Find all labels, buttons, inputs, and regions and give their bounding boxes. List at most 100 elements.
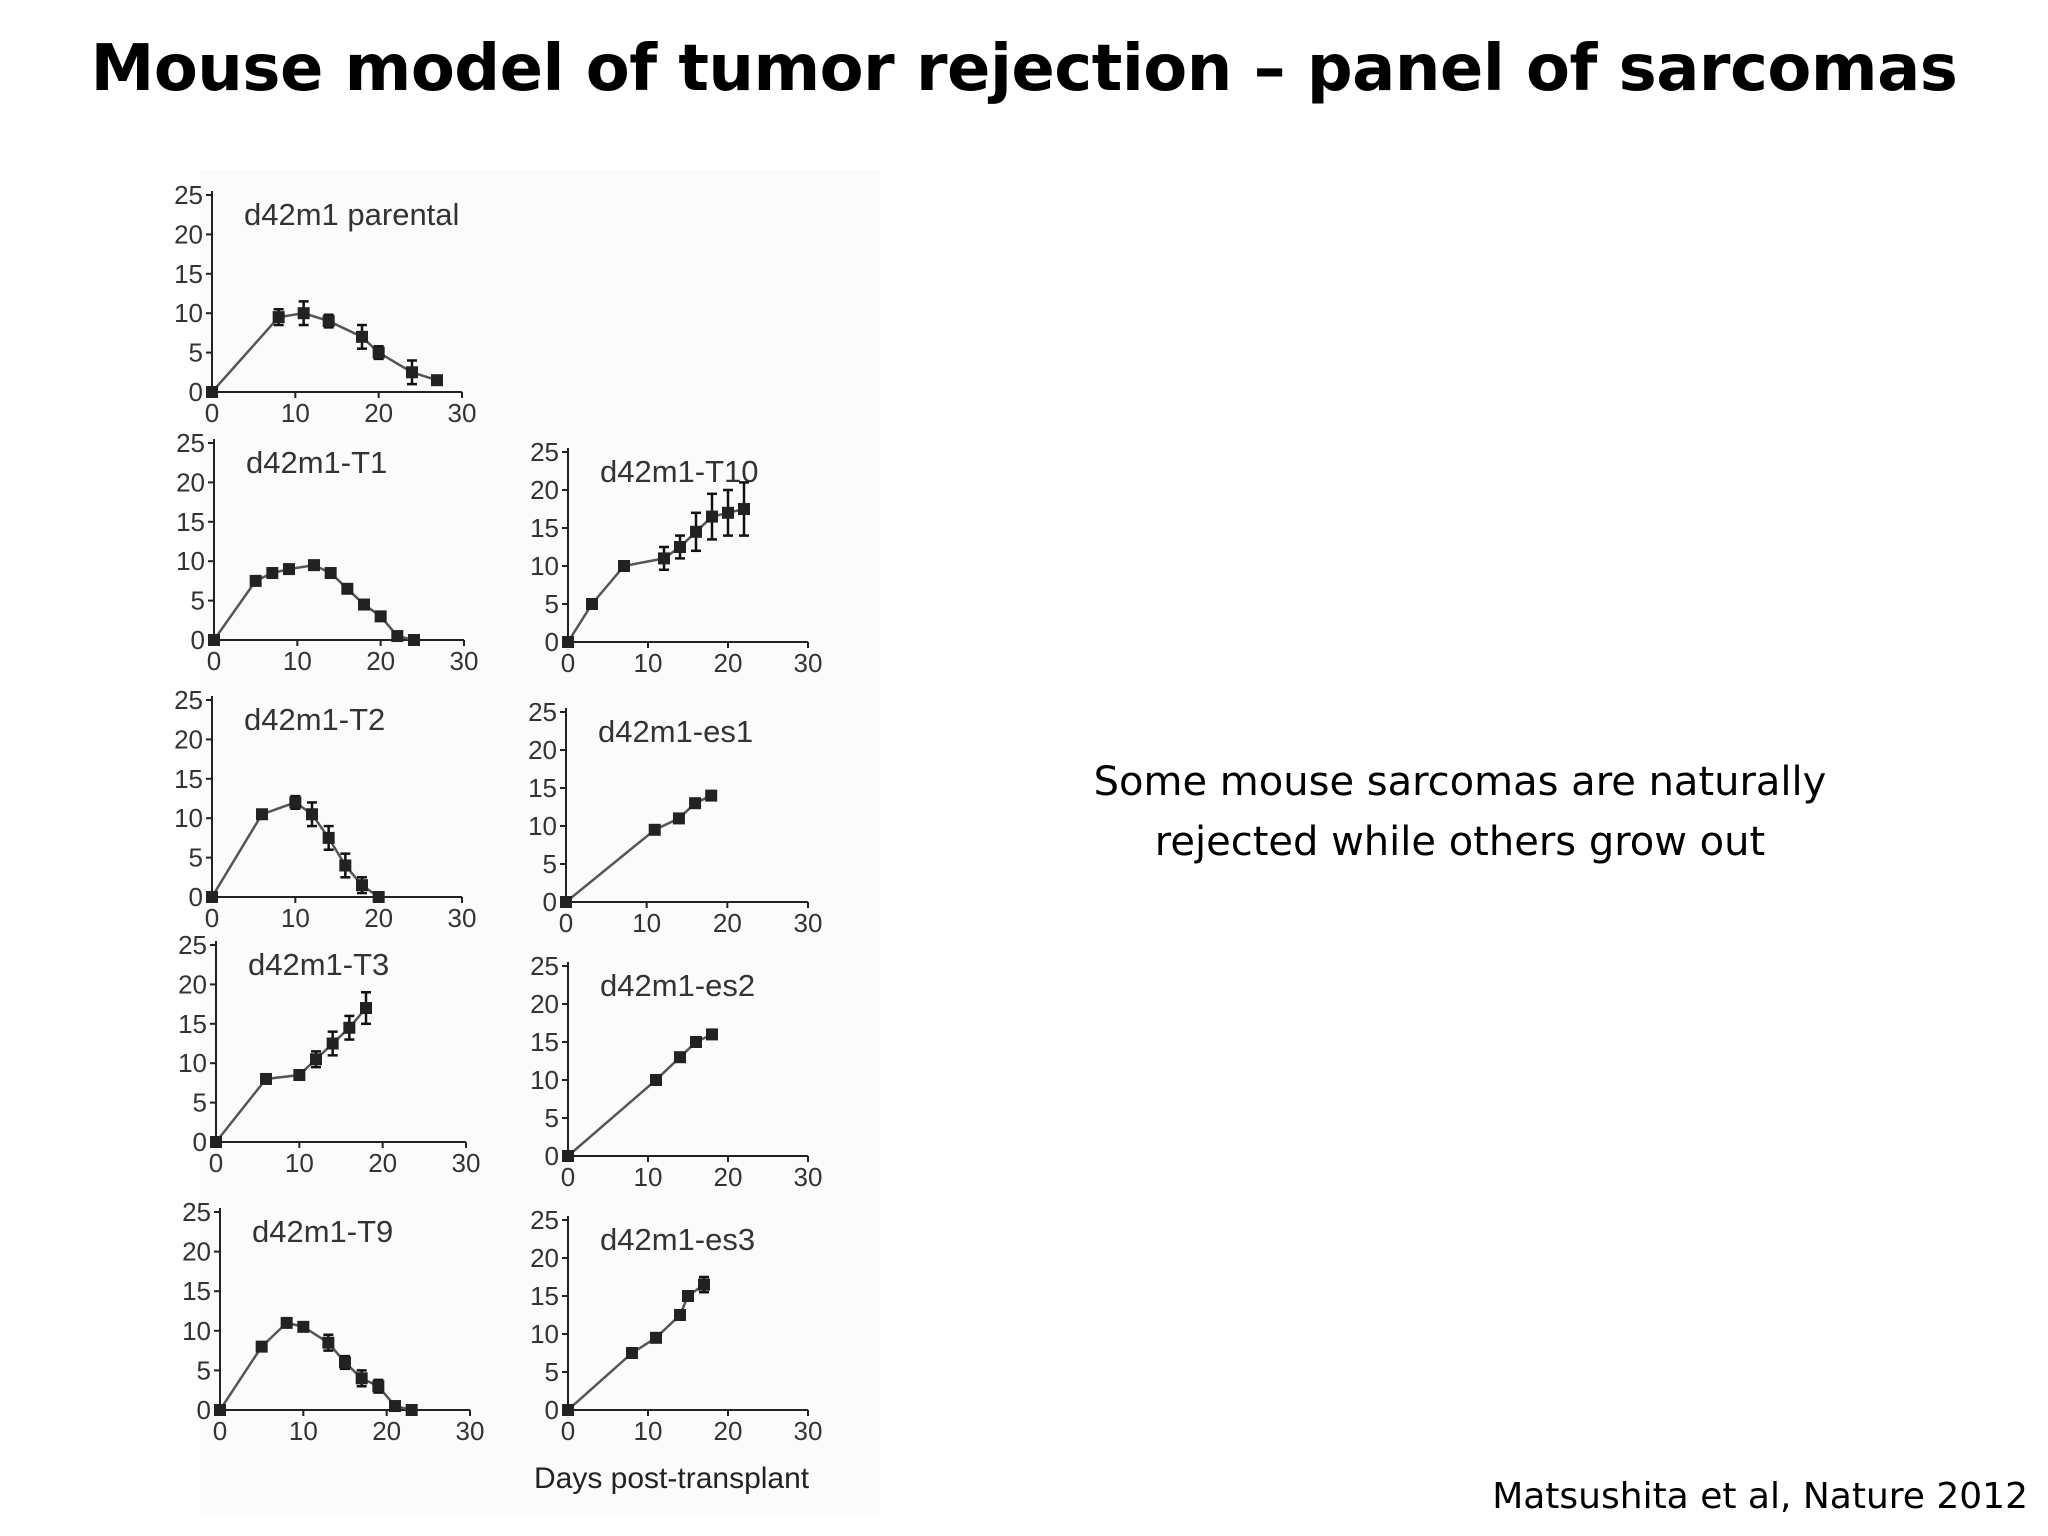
y-tick-label: 15 xyxy=(530,1281,559,1311)
series-line xyxy=(210,801,380,899)
y-tick-label: 0 xyxy=(197,1395,211,1425)
y-tick-label: 0 xyxy=(189,377,203,407)
y-tick-label: 20 xyxy=(176,467,205,497)
y-tick-label: 25 xyxy=(182,1197,211,1227)
x-tick-label: 0 xyxy=(561,1416,575,1446)
panel-title: d42m1-es1 xyxy=(598,714,753,749)
x-tick-label: 0 xyxy=(207,646,221,676)
data-point xyxy=(341,582,354,595)
x-tick-label: 0 xyxy=(205,398,219,428)
data-point xyxy=(208,634,220,646)
data-point xyxy=(343,1021,356,1034)
y-tick-label: 25 xyxy=(530,437,559,467)
data-point xyxy=(431,374,443,387)
data-point xyxy=(306,808,318,821)
data-point xyxy=(210,1136,222,1148)
y-tick-label: 20 xyxy=(528,735,557,765)
y-tick-label: 25 xyxy=(174,685,203,715)
data-point xyxy=(690,1036,702,1048)
y-tick-label: 15 xyxy=(530,513,559,543)
y-tick-label: 10 xyxy=(530,551,559,581)
y-tick-label: 20 xyxy=(530,1243,559,1273)
y-tick-label: 10 xyxy=(528,811,557,841)
data-point xyxy=(674,541,686,553)
x-tick-label: 20 xyxy=(714,1162,743,1192)
x-tick-label: 10 xyxy=(634,648,663,678)
data-point xyxy=(586,598,598,610)
slide-note: Some mouse sarcomas are naturally reject… xyxy=(1093,759,1827,865)
y-tick-label: 5 xyxy=(191,586,205,616)
y-tick-label: 25 xyxy=(530,951,559,981)
data-point xyxy=(650,1074,662,1086)
panel-title: d42m1-T3 xyxy=(248,947,389,982)
data-point xyxy=(626,1347,638,1359)
x-tick-label: 0 xyxy=(559,908,573,938)
y-tick-label: 15 xyxy=(174,259,203,289)
y-tick-label: 10 xyxy=(174,298,203,328)
data-point xyxy=(406,366,418,379)
data-point xyxy=(289,796,302,809)
y-tick-label: 15 xyxy=(174,764,203,794)
x-tick-label: 30 xyxy=(456,1416,485,1446)
y-tick-label: 0 xyxy=(193,1127,207,1157)
data-point xyxy=(738,503,750,515)
x-axis-label: Days post-transplant xyxy=(534,1462,810,1495)
data-point xyxy=(356,879,368,892)
data-point xyxy=(206,386,218,398)
data-point xyxy=(360,1002,372,1015)
data-point xyxy=(356,330,368,343)
data-point xyxy=(308,559,320,572)
y-tick-label: 5 xyxy=(189,843,203,873)
data-point xyxy=(706,510,718,523)
y-tick-label: 10 xyxy=(530,1065,559,1095)
x-tick-label: 10 xyxy=(289,1416,318,1446)
data-point xyxy=(372,1380,385,1393)
panel-title: d42m1-T10 xyxy=(600,454,759,489)
data-point xyxy=(722,506,734,519)
data-point xyxy=(272,311,285,324)
data-point xyxy=(690,525,702,538)
y-tick-label: 0 xyxy=(543,887,557,917)
series-line xyxy=(565,794,712,903)
data-point xyxy=(672,812,685,825)
x-tick-label: 10 xyxy=(281,903,310,933)
data-point xyxy=(408,634,420,646)
y-tick-label: 20 xyxy=(174,219,203,249)
x-tick-label: 20 xyxy=(372,1416,401,1446)
data-point xyxy=(297,307,310,320)
data-point xyxy=(562,1150,574,1162)
series-line xyxy=(567,1033,713,1157)
figure-background xyxy=(200,170,880,1515)
y-tick-label: 5 xyxy=(543,849,557,879)
x-tick-label: 20 xyxy=(368,1148,397,1178)
chart-panel: 0 5 10 15 20 25 0 10 20 30 d42m1-T9 xyxy=(182,1197,484,1446)
data-point xyxy=(322,315,335,328)
data-point xyxy=(206,891,218,903)
data-point xyxy=(310,1053,322,1066)
y-tick-label: 25 xyxy=(176,428,205,458)
data-point xyxy=(372,346,385,359)
x-tick-label: 10 xyxy=(634,1416,663,1446)
x-tick-label: 30 xyxy=(448,903,477,933)
y-tick-label: 20 xyxy=(182,1237,211,1267)
data-point xyxy=(391,630,404,643)
data-point xyxy=(372,891,385,903)
x-tick-label: 0 xyxy=(213,1416,227,1446)
data-point xyxy=(326,1037,339,1050)
x-tick-label: 30 xyxy=(794,648,823,678)
x-tick-label: 0 xyxy=(205,903,219,933)
data-point xyxy=(249,574,262,587)
data-point xyxy=(658,552,670,565)
data-point xyxy=(255,1340,268,1353)
x-tick-label: 30 xyxy=(794,908,823,938)
x-tick-label: 0 xyxy=(209,1148,223,1178)
y-tick-label: 10 xyxy=(182,1316,211,1346)
x-tick-label: 10 xyxy=(283,646,312,676)
panel-title: d42m1-es2 xyxy=(600,968,755,1003)
x-tick-label: 10 xyxy=(281,398,310,428)
